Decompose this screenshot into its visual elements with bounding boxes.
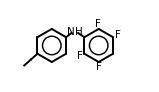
Text: F: F	[115, 30, 121, 40]
Text: F: F	[95, 19, 101, 29]
Text: N: N	[67, 27, 75, 37]
Text: H: H	[76, 27, 83, 37]
Text: F: F	[96, 62, 102, 72]
Text: F: F	[77, 51, 83, 61]
